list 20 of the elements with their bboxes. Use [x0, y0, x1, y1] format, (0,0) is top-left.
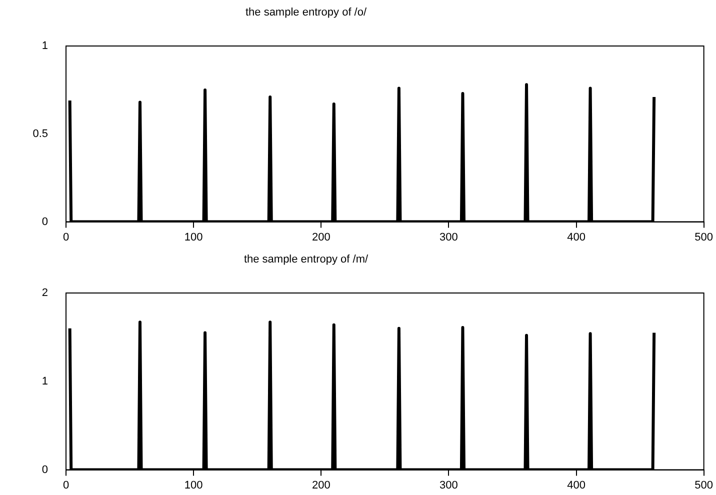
- x-tick-label: 100: [184, 479, 203, 492]
- y-tick-label: 1: [42, 40, 48, 52]
- x-tick-label: 100: [184, 231, 203, 244]
- y-tick-label: 0: [42, 216, 48, 228]
- x-tick-label: 500: [694, 231, 714, 244]
- x-tick-label: 200: [312, 479, 330, 492]
- x-tick-label: 0: [62, 231, 70, 244]
- y-tick-label: 0: [42, 464, 48, 476]
- x-tick-label: 0: [62, 479, 70, 492]
- x-tick-label: 400: [567, 479, 586, 492]
- x-tick-label: 500: [694, 479, 714, 492]
- y-tick-label: 0.5: [32, 128, 48, 140]
- chart-title: the sample entropy of /m/: [244, 254, 369, 266]
- x-tick-label: 200: [312, 231, 330, 244]
- chart-title: the sample entropy of /o/: [245, 6, 368, 19]
- x-tick-label: 400: [567, 231, 586, 244]
- x-tick-label: 300: [440, 231, 458, 244]
- y-tick-label: 2: [42, 287, 48, 300]
- y-tick-label: 1: [42, 375, 48, 388]
- x-tick-label: 300: [440, 479, 458, 492]
